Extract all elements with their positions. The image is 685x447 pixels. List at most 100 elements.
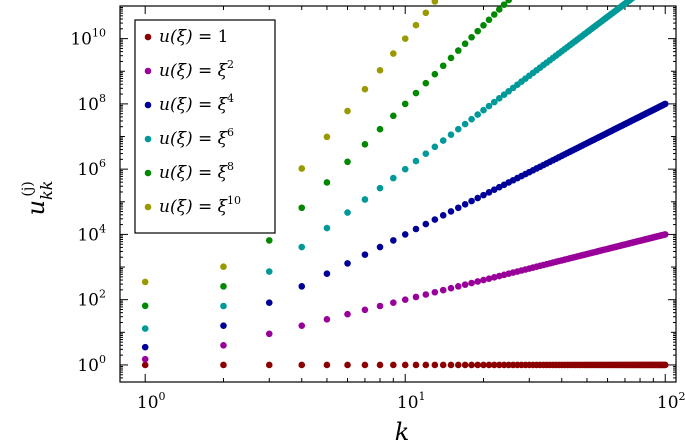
- data-point: [323, 224, 331, 232]
- data-point: [490, 361, 498, 369]
- data-point: [401, 361, 409, 369]
- data-point: [361, 141, 369, 148]
- legend-marker: [144, 169, 152, 177]
- x-axis-label: k: [395, 418, 410, 446]
- data-point: [401, 35, 409, 42]
- data-point: [505, 0, 512, 4]
- data-point: [298, 204, 306, 212]
- y-tick-label: 1010: [70, 27, 106, 50]
- data-point: [298, 322, 306, 329]
- data-point: [323, 316, 331, 323]
- data-point: [422, 79, 430, 87]
- legend-entry: u(ξ) = 1: [159, 27, 228, 47]
- data-point: [431, 361, 439, 369]
- data-point: [461, 120, 469, 128]
- data-point: [474, 194, 482, 202]
- data-point: [500, 91, 508, 99]
- data-point: [461, 201, 469, 208]
- legend-entry: u(ξ) = ξ6: [159, 126, 234, 149]
- data-point: [390, 174, 397, 182]
- data-point: [323, 179, 331, 186]
- legend-marker: [144, 203, 152, 211]
- data-point: [439, 137, 447, 144]
- data-point: [485, 16, 493, 24]
- series-0: [141, 361, 669, 369]
- legend-entry: u(ξ) = ξ10: [159, 194, 241, 217]
- data-point: [422, 150, 430, 157]
- y-tick-label: 104: [77, 222, 106, 245]
- data-point: [220, 361, 227, 369]
- y-axis-label: ukk(j): [20, 181, 56, 216]
- data-point: [495, 6, 503, 13]
- data-point: [439, 361, 447, 369]
- data-point: [344, 209, 351, 216]
- data-point: [480, 276, 487, 284]
- data-point: [141, 302, 149, 310]
- data-point: [141, 355, 149, 363]
- data-point: [344, 361, 351, 369]
- data-point: [485, 361, 493, 369]
- data-point: [485, 102, 493, 110]
- data-point: [390, 361, 397, 369]
- data-point: [265, 299, 273, 306]
- data-point: [220, 341, 227, 349]
- series-1: [141, 231, 669, 363]
- data-points: [141, 0, 669, 369]
- data-point: [141, 278, 149, 286]
- data-point: [422, 361, 430, 369]
- data-point: [454, 47, 462, 54]
- data-point: [439, 62, 447, 70]
- data-point: [344, 310, 351, 318]
- data-point: [141, 343, 149, 351]
- data-point: [298, 361, 306, 369]
- data-point: [141, 361, 149, 369]
- data-point: [490, 11, 498, 18]
- data-point: [422, 291, 430, 298]
- data-point: [265, 268, 273, 275]
- data-point: [361, 85, 369, 93]
- data-point: [630, 0, 636, 2]
- y-tick-label: 100: [77, 353, 106, 376]
- data-point: [376, 361, 384, 369]
- data-point: [344, 260, 351, 267]
- data-point: [376, 302, 384, 310]
- x-tick-label: 102: [657, 390, 685, 413]
- data-point: [220, 283, 227, 290]
- data-point: [480, 22, 487, 29]
- data-point: [412, 21, 420, 29]
- legend-entry: u(ξ) = ξ2: [159, 58, 234, 81]
- data-point: [474, 278, 482, 285]
- series-3: [141, 0, 636, 332]
- data-point: [447, 54, 455, 62]
- axes: [119, 5, 677, 383]
- data-point: [454, 125, 462, 133]
- data-point: [490, 274, 498, 281]
- data-point: [390, 237, 397, 244]
- data-point: [390, 112, 397, 120]
- data-point: [454, 361, 462, 369]
- data-point: [474, 361, 482, 369]
- data-point: [454, 283, 462, 290]
- data-point: [454, 204, 462, 212]
- data-point: [361, 306, 369, 314]
- y-tick-label: 106: [77, 157, 106, 180]
- data-point: [480, 191, 487, 199]
- data-point: [439, 212, 447, 219]
- data-point: [376, 184, 384, 192]
- data-point: [323, 270, 331, 278]
- x-tick-label: 100: [137, 390, 166, 413]
- data-point: [412, 225, 420, 233]
- data-point: [431, 70, 439, 78]
- data-point: [474, 111, 482, 118]
- data-point: [490, 186, 498, 194]
- legend-marker: [144, 33, 152, 41]
- legend-entry: u(ξ) = ξ8: [159, 160, 234, 183]
- data-point: [390, 50, 397, 57]
- data-point: [361, 196, 369, 203]
- data-point: [485, 189, 493, 196]
- data-point: [431, 0, 439, 5]
- data-point: [431, 143, 439, 151]
- data-point: [265, 330, 273, 338]
- x-tick-label: 101: [397, 390, 426, 413]
